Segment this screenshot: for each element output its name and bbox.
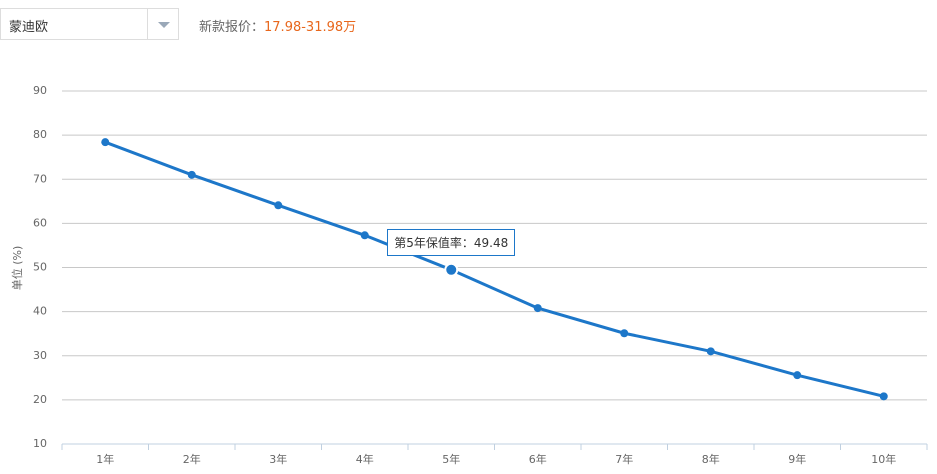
y-tick-label: 30	[33, 349, 47, 362]
point	[533, 304, 542, 313]
x-tick-label: 8年	[702, 452, 720, 466]
model-name: 蒙迪欧	[9, 20, 49, 35]
point	[706, 347, 715, 356]
y-tick-label: 90	[33, 84, 47, 97]
tooltip-value: 49.48	[473, 235, 509, 250]
point	[101, 138, 110, 147]
point	[444, 262, 459, 277]
point	[620, 329, 629, 338]
x-tick-label: 4年	[356, 452, 374, 466]
price-value: 17.98-31.98万	[264, 20, 357, 35]
x-tick-label: 7年	[615, 452, 633, 466]
y-tick-label: 80	[33, 128, 47, 141]
y-tick-label: 50	[33, 261, 47, 274]
y-tick-label: 10	[33, 437, 47, 450]
x-tick-label: 1年	[96, 452, 114, 466]
y-tick-label: 20	[33, 393, 47, 406]
model-dropdown[interactable]: 蒙迪欧	[0, 8, 179, 40]
tooltip: 第5年保值率：49.48	[387, 228, 516, 256]
price-label: 新款报价：	[199, 20, 265, 35]
x-tick-label: 5年	[442, 452, 460, 466]
tooltip-label: 第5年保值率：	[394, 235, 474, 250]
x-tick-label: 3年	[269, 452, 287, 466]
dropdown-arrow[interactable]	[158, 22, 170, 28]
separator	[147, 9, 148, 39]
line	[104, 140, 885, 398]
y-axis-title: 单位 (%)	[10, 246, 24, 291]
y-tick-label: 40	[33, 305, 47, 318]
x-tick-label: 9年	[788, 452, 806, 466]
x-tick-label: 6年	[529, 452, 547, 466]
price-info: 新款报价：17.98-31.98万	[199, 16, 356, 35]
y-tick-label: 70	[33, 172, 47, 185]
point	[187, 170, 196, 179]
point	[793, 371, 802, 380]
x-tick-label: 10年	[871, 452, 896, 466]
x-tick-label: 2年	[183, 452, 201, 466]
point	[360, 231, 369, 240]
point	[879, 392, 888, 401]
point	[274, 201, 283, 210]
y-tick-label: 60	[33, 216, 47, 229]
